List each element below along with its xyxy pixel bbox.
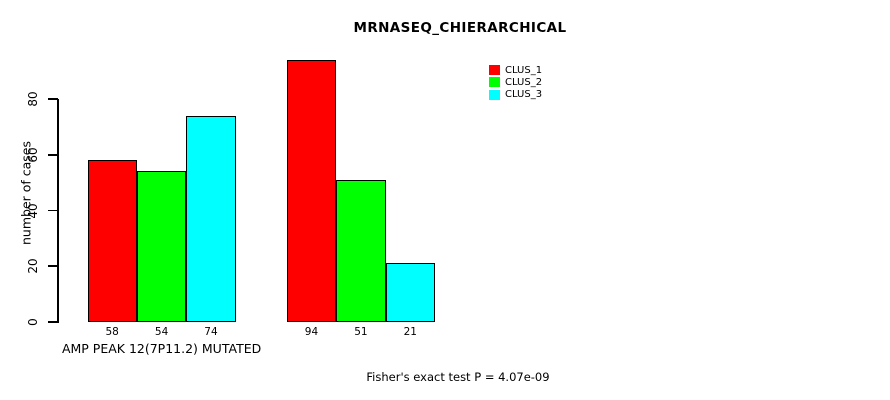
y-tick-label: 40 (26, 202, 40, 219)
legend-swatch-clus_3 (489, 89, 500, 100)
bar-value-label: 51 (354, 326, 368, 338)
bar-clus_3-group1 (186, 115, 236, 322)
legend-item-clus_2: CLUS_2 (489, 76, 542, 88)
bar-clus_3-group2 (385, 263, 435, 322)
bar-value-label: 94 (304, 326, 319, 338)
bar-value-label: 74 (204, 326, 218, 338)
x-axis-group-label: AMP PEAK 12(7P11.2) MUTATED (61, 341, 262, 356)
bar-clus_1-group2 (286, 59, 337, 322)
bar-clus_1-group1 (87, 160, 137, 322)
y-tick-mark (47, 209, 58, 212)
chart-title: MRNASEQ_CHIERARCHICAL (353, 20, 567, 36)
legend-label: CLUS_1 (505, 64, 543, 76)
legend-item-clus_3: CLUS_3 (489, 89, 542, 101)
y-tick-mark (47, 98, 58, 100)
y-tick-label: 60 (26, 147, 40, 163)
legend-label: CLUS_2 (505, 76, 543, 88)
fisher-test-annotation: Fisher's exact test P = 4.07e-09 (366, 370, 550, 384)
bar-value-label: 58 (105, 326, 119, 338)
y-tick-mark (47, 265, 58, 268)
legend-swatch-clus_1 (489, 65, 500, 76)
bar-clus_2-group1 (136, 171, 187, 322)
y-tick-label: 80 (26, 91, 40, 107)
y-tick-label: 20 (26, 258, 40, 274)
y-tick-mark (47, 321, 58, 323)
bar-value-label: 21 (403, 326, 417, 338)
legend: CLUS_1 CLUS_2 CLUS_3 (489, 64, 542, 101)
legend-label: CLUS_3 (505, 89, 543, 101)
y-tick-label: 0 (26, 318, 40, 326)
legend-swatch-clus_2 (489, 77, 500, 88)
bar-clus_2-group2 (336, 179, 386, 322)
legend-item-clus_1: CLUS_1 (489, 64, 542, 76)
y-tick-mark (47, 153, 58, 156)
bar-value-label: 54 (154, 326, 169, 338)
